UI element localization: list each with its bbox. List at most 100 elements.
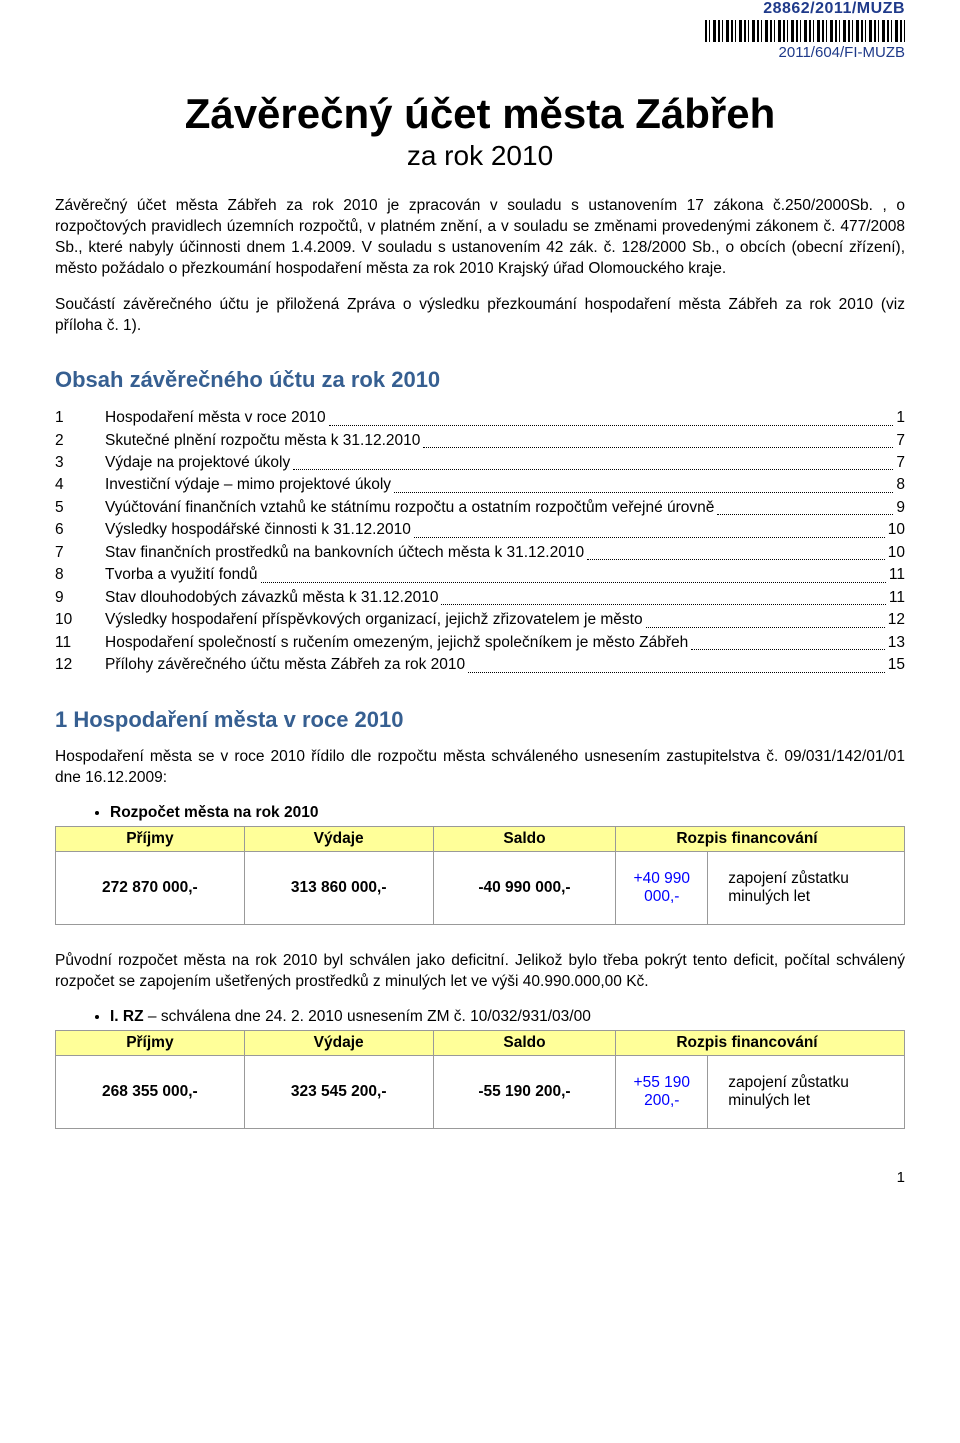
table-header-row: Příjmy Výdaje Saldo Rozpis financování (56, 1031, 905, 1056)
toc-row: 10Výsledky hospodaření příspěvkových org… (55, 609, 905, 631)
toc-leader-dots (468, 654, 885, 672)
bullet-budget-label: Rozpočet města na rok 2010 (110, 804, 318, 821)
toc-row: 4Investiční výdaje – mimo projektové úko… (55, 474, 905, 496)
toc-row: 5Vyúčtování finančních vztahů ke státním… (55, 497, 905, 519)
toc-page: 12 (888, 609, 905, 631)
section-1-heading: 1 Hospodaření města v roce 2010 (55, 707, 905, 733)
th-vydaje: Výdaje (244, 827, 433, 852)
toc-page: 7 (896, 452, 905, 474)
th-vydaje: Výdaje (244, 1031, 433, 1056)
bullet-rz-prefix: I. RZ (110, 1008, 144, 1025)
toc-page: 10 (888, 542, 905, 564)
bullet-list-1: Rozpočet města na rok 2010 (55, 804, 905, 822)
toc-page: 7 (896, 430, 905, 452)
doc-title: Závěrečný účet města Zábřeh (55, 90, 905, 138)
toc-page: 11 (889, 564, 905, 586)
toc-row: 11Hospodaření společností s ručením omez… (55, 632, 905, 654)
toc-row: 7Stav finančních prostředků na bankovníc… (55, 542, 905, 564)
cell-fin-text: zapojení zůstatku minulých let (708, 1056, 905, 1129)
cell-saldo: -40 990 000,- (433, 852, 616, 925)
cell-fin-amount: +55 190 200,- (616, 1056, 708, 1129)
toc-label: Investiční výdaje – mimo projektové úkol… (105, 474, 391, 496)
bullet-budget-2010: Rozpočet města na rok 2010 (110, 804, 905, 822)
toc-page: 10 (888, 519, 905, 541)
toc-row: 3Výdaje na projektové úkoly 7 (55, 452, 905, 474)
toc-label: Hospodaření města v roce 2010 (105, 407, 326, 429)
toc-leader-dots (691, 632, 885, 650)
toc-page: 13 (888, 632, 905, 654)
toc-label: Stav dlouhodobých závazků města k 31.12.… (105, 587, 438, 609)
toc-list: 1Hospodaření města v roce 201012Skutečné… (55, 407, 905, 677)
toc-label: Výsledky hospodaření příspěvkových organ… (105, 609, 643, 631)
th-rozpis: Rozpis financování (616, 1031, 905, 1056)
toc-leader-dots (293, 452, 893, 470)
toc-label: Stav finančních prostředků na bankovních… (105, 542, 584, 564)
toc-label: Přílohy závěrečného účtu města Zábřeh za… (105, 654, 465, 676)
toc-leader-dots (646, 609, 885, 627)
toc-number: 3 (55, 452, 105, 474)
intro-paragraph-2: Součástí závěrečného účtu je přiložená Z… (55, 295, 905, 337)
toc-page: 11 (889, 587, 905, 609)
th-rozpis: Rozpis financování (616, 827, 905, 852)
toc-label: Hospodaření společností s ručením omezen… (105, 632, 688, 654)
toc-leader-dots (261, 564, 886, 582)
toc-number: 2 (55, 430, 105, 452)
toc-number: 9 (55, 587, 105, 609)
document-page: 28862/2011/MUZB 2011/604/FI-MUZB Závěreč… (0, 0, 960, 1206)
toc-leader-dots (329, 407, 894, 425)
toc-label: Výdaje na projektové úkoly (105, 452, 290, 474)
title-block: Závěrečný účet města Zábřeh za rok 2010 (55, 90, 905, 172)
toc-row: 8Tvorba a využití fondů 11 (55, 564, 905, 586)
th-prijmy: Příjmy (56, 827, 245, 852)
doc-subtitle: za rok 2010 (55, 140, 905, 172)
th-saldo: Saldo (433, 827, 616, 852)
toc-row: 1Hospodaření města v roce 20101 (55, 407, 905, 429)
cell-fin-amount: +40 990 000,- (616, 852, 708, 925)
toc-number: 7 (55, 542, 105, 564)
toc-number: 10 (55, 609, 105, 631)
bullet-list-2: I. RZ – schválena dne 24. 2. 2010 usnese… (55, 1008, 905, 1026)
toc-leader-dots (423, 430, 893, 448)
toc-page: 15 (888, 654, 905, 676)
toc-label: Tvorba a využití fondů (105, 564, 258, 586)
cell-vydaje: 313 860 000,- (244, 852, 433, 925)
intro-paragraph-1: Závěrečný účet města Zábřeh za rok 2010 … (55, 196, 905, 280)
toc-leader-dots (441, 587, 885, 605)
toc-page: 8 (896, 474, 905, 496)
toc-number: 11 (55, 632, 105, 654)
toc-number: 8 (55, 564, 105, 586)
toc-number: 1 (55, 407, 105, 429)
toc-number: 5 (55, 497, 105, 519)
cell-prijmy: 272 870 000,- (56, 852, 245, 925)
document-stamp: 28862/2011/MUZB 2011/604/FI-MUZB (705, 0, 905, 61)
toc-number: 4 (55, 474, 105, 496)
bullet-rz-rest: – schválena dne 24. 2. 2010 usnesením ZM… (144, 1008, 591, 1025)
toc-label: Skutečné plnění rozpočtu města k 31.12.2… (105, 430, 420, 452)
toc-row: 12Přílohy závěrečného účtu města Zábřeh … (55, 654, 905, 676)
page-number: 1 (55, 1169, 905, 1186)
cell-saldo: -55 190 200,- (433, 1056, 616, 1129)
toc-leader-dots (414, 519, 885, 537)
cell-prijmy: 268 355 000,- (56, 1056, 245, 1129)
toc-label: Vyúčtování finančních vztahů ke státnímu… (105, 497, 714, 519)
toc-leader-dots (587, 542, 885, 560)
budget-table-2: Příjmy Výdaje Saldo Rozpis financování 2… (55, 1030, 905, 1129)
table-row: 272 870 000,- 313 860 000,- -40 990 000,… (56, 852, 905, 925)
toc-number: 12 (55, 654, 105, 676)
mid-paragraph: Původní rozpočet města na rok 2010 byl s… (55, 951, 905, 993)
toc-heading: Obsah závěrečného účtu za rok 2010 (55, 367, 905, 393)
stamp-ref: 2011/604/FI-MUZB (705, 44, 905, 61)
cell-fin-text: zapojení zůstatku minulých let (708, 852, 905, 925)
barcode-icon (705, 20, 905, 42)
toc-page: 9 (896, 497, 905, 519)
toc-leader-dots (717, 497, 893, 515)
th-prijmy: Příjmy (56, 1031, 245, 1056)
budget-table-1: Příjmy Výdaje Saldo Rozpis financování 2… (55, 826, 905, 925)
th-saldo: Saldo (433, 1031, 616, 1056)
toc-row: 2Skutečné plnění rozpočtu města k 31.12.… (55, 430, 905, 452)
toc-page: 1 (896, 407, 905, 429)
toc-leader-dots (394, 474, 893, 492)
toc-label: Výsledky hospodářské činnosti k 31.12.20… (105, 519, 411, 541)
bullet-rz-1: I. RZ – schválena dne 24. 2. 2010 usnese… (110, 1008, 905, 1026)
cell-vydaje: 323 545 200,- (244, 1056, 433, 1129)
